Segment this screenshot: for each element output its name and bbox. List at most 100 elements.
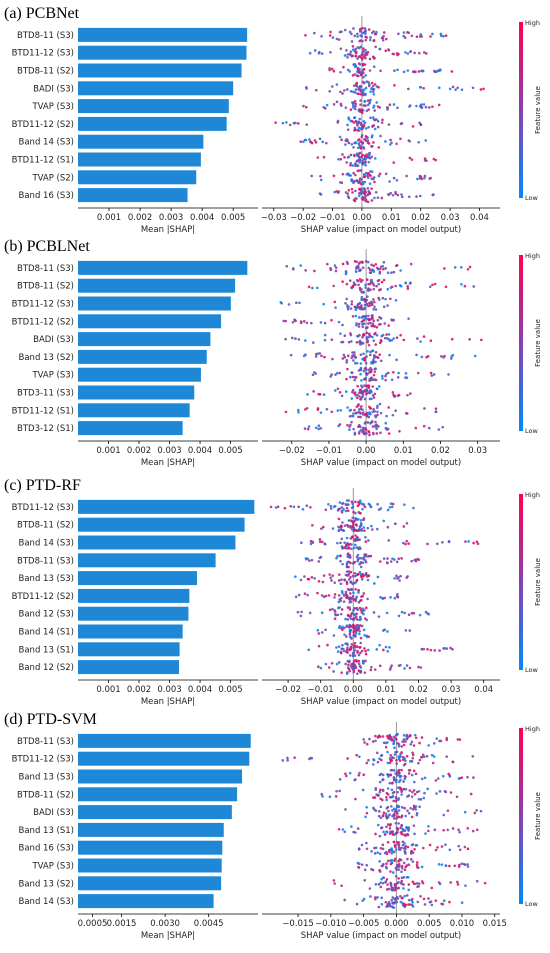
shap-point <box>409 742 413 746</box>
shap-point <box>463 810 467 814</box>
bar-x-tick-label: 0.004 <box>188 446 212 456</box>
shap-point <box>370 199 374 202</box>
shap-point <box>328 67 331 70</box>
shap-point <box>335 662 339 666</box>
shap-point <box>305 105 308 109</box>
shap-point <box>323 107 327 110</box>
shap-point <box>358 430 361 433</box>
shap-point <box>393 888 397 892</box>
shap-point <box>383 851 387 855</box>
shap-point <box>336 613 340 617</box>
shap-point <box>441 425 445 429</box>
shap-point <box>391 738 394 742</box>
shap-point <box>384 378 387 382</box>
shap-point <box>365 331 369 335</box>
shap-point <box>309 505 312 509</box>
shap-point <box>297 410 300 414</box>
shap-point <box>322 574 326 577</box>
shap-point <box>331 36 335 39</box>
shap-point <box>464 540 467 543</box>
shap-point <box>374 809 378 813</box>
shap-point <box>304 33 307 37</box>
shap-point <box>379 788 382 792</box>
shap-point <box>419 104 422 107</box>
shap-point <box>438 790 442 793</box>
shap-point <box>400 122 404 125</box>
shap-point <box>450 70 454 73</box>
shap-point <box>335 646 338 649</box>
shap-point <box>372 264 375 268</box>
shap-point <box>327 666 331 669</box>
shap-point <box>395 758 398 762</box>
shap-point <box>337 827 341 831</box>
shap-point <box>354 778 357 781</box>
shap-point <box>344 139 347 142</box>
shap-point <box>356 46 360 49</box>
shap-point <box>352 598 355 602</box>
shap-point <box>299 140 303 143</box>
shap-point <box>312 341 315 344</box>
shap-point <box>372 611 376 614</box>
shap-point <box>283 506 287 510</box>
shap-point <box>291 336 294 340</box>
shap-point <box>408 666 412 670</box>
shap-point <box>384 297 387 301</box>
shap-point <box>405 864 409 867</box>
shap-point <box>382 31 386 34</box>
shap-point <box>358 529 361 532</box>
shap-point <box>428 285 432 289</box>
shap-point <box>384 372 388 376</box>
shap-point <box>392 840 396 844</box>
bar <box>78 499 255 514</box>
shap-point <box>408 282 412 285</box>
shap-point <box>400 866 404 870</box>
shap-point <box>405 376 409 380</box>
shap-point <box>402 734 406 737</box>
shap-point <box>415 195 418 198</box>
shap-point <box>410 611 414 615</box>
shap-point <box>332 634 336 637</box>
shap-point <box>393 859 396 863</box>
shap-point <box>323 338 327 342</box>
shap-point <box>387 539 391 542</box>
shap-point <box>381 798 384 802</box>
shap-point <box>350 286 354 290</box>
shap-point <box>375 101 379 104</box>
shap-point <box>332 69 336 73</box>
bar <box>78 332 211 347</box>
shap-point <box>378 353 382 356</box>
shap-point <box>423 903 427 906</box>
bar <box>78 535 236 550</box>
shap-point <box>360 304 363 307</box>
shap-point <box>396 812 399 815</box>
shap-point <box>357 669 361 673</box>
shap-point <box>303 339 307 342</box>
shap-point <box>361 278 364 282</box>
shap-point <box>373 305 376 309</box>
shap-point <box>317 427 320 431</box>
shap-point <box>436 846 439 849</box>
shap-point <box>442 899 446 902</box>
shap-point <box>380 758 383 762</box>
shap-point <box>394 882 398 886</box>
shap-point <box>358 157 362 161</box>
shap-point <box>347 141 351 145</box>
shap-point <box>405 735 408 738</box>
shap-point <box>411 756 414 760</box>
shap-point <box>416 177 419 181</box>
shap-point <box>345 596 348 599</box>
shap-point <box>375 432 379 435</box>
shap-point <box>387 432 391 435</box>
shap-point <box>378 298 381 301</box>
shap-point <box>405 412 409 415</box>
shap-point <box>413 70 416 74</box>
shap-point <box>361 390 365 394</box>
shap-point <box>374 420 377 424</box>
shap-point <box>299 264 303 267</box>
shap-point <box>361 180 365 184</box>
bar <box>78 63 242 78</box>
shap-point <box>381 333 385 337</box>
shap-point <box>349 153 353 157</box>
shap-point <box>389 297 392 301</box>
shap-point <box>395 774 399 777</box>
